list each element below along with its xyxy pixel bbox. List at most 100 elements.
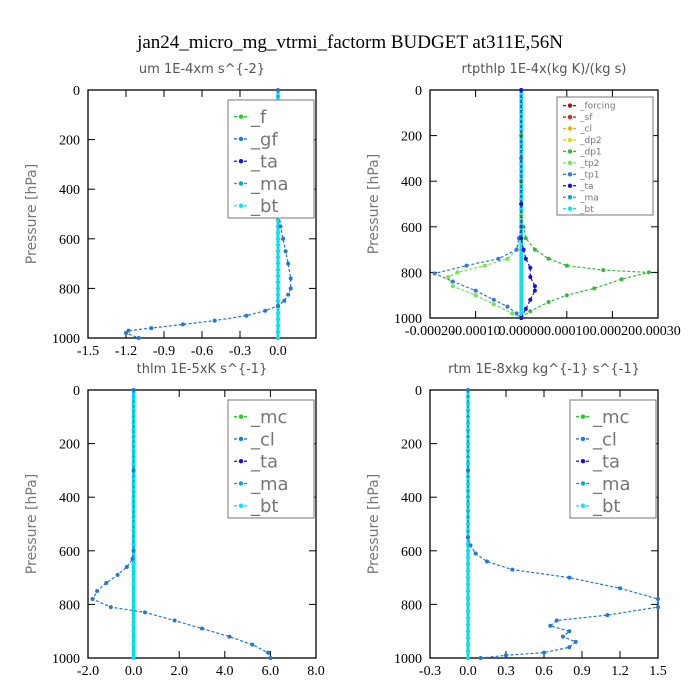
- x-tick-label: -0.00010: [451, 324, 501, 339]
- legend-marker: [238, 436, 244, 442]
- legend-marker: [580, 459, 586, 464]
- data-point: [276, 230, 280, 235]
- data-point: [592, 286, 597, 291]
- legend-entry: _sf: [579, 113, 593, 123]
- y-tick-label: 600: [401, 221, 422, 236]
- data-point: [276, 261, 280, 266]
- series-cl: [90, 388, 273, 660]
- legend-marker: [567, 149, 573, 154]
- data-point: [227, 634, 232, 639]
- legend-entry: _ta: [250, 452, 278, 473]
- data-point: [464, 263, 469, 268]
- y-tick-label: 0: [73, 84, 80, 99]
- data-point: [131, 468, 136, 473]
- data-point: [519, 116, 523, 121]
- y-tick-label: 200: [401, 438, 422, 453]
- data-point: [466, 595, 470, 600]
- legend-entry: _bt: [579, 205, 594, 215]
- figure-title: jan24_micro_mg_vtrmi_factorm BUDGET at31…: [136, 32, 563, 53]
- data-point: [466, 609, 470, 613]
- data-point: [466, 589, 470, 593]
- y-tick-label: 600: [59, 545, 80, 560]
- data-point: [181, 322, 185, 327]
- legend-marker: [238, 459, 244, 464]
- data-point: [519, 310, 523, 315]
- data-point: [528, 265, 533, 270]
- x-tick-label: 4.0: [216, 664, 234, 679]
- data-point: [104, 581, 109, 585]
- legend-entry: _mc: [592, 407, 629, 428]
- data-point: [283, 249, 288, 254]
- legend-marker: [238, 481, 244, 486]
- data-point: [131, 642, 136, 647]
- data-point: [90, 597, 95, 601]
- panel-2: rtpthlp 1E-4x(kg K)/(kg s) Pressure [hPa]…: [366, 62, 681, 339]
- x-tick-label: -0.00020: [405, 324, 455, 339]
- x-tick-label: -1.5: [77, 344, 99, 359]
- data-point: [466, 549, 470, 553]
- data-point: [282, 298, 287, 303]
- data-point: [288, 276, 293, 281]
- x-tick-label: 0.3: [497, 664, 515, 679]
- legend-entry: _cl: [250, 429, 275, 450]
- y-tick-label: 800: [401, 598, 422, 613]
- data-point: [124, 564, 129, 569]
- data-point: [466, 421, 470, 426]
- data-point: [514, 247, 519, 252]
- x-tick-label: -0.9: [153, 344, 175, 359]
- x-tick-label: 0.9: [573, 664, 591, 679]
- panel-subtitle: thlm 1E-5xK s^{-1}: [137, 362, 268, 377]
- data-point: [519, 162, 523, 166]
- data-point: [466, 649, 470, 654]
- data-point: [510, 311, 515, 316]
- data-point: [276, 255, 280, 260]
- data-point: [496, 256, 501, 261]
- data-point: [505, 304, 510, 309]
- series-tp1: [432, 88, 524, 320]
- data-point: [510, 567, 515, 572]
- x-tick-label: -2.0: [77, 664, 99, 679]
- data-point: [250, 642, 255, 647]
- data-point: [276, 317, 280, 322]
- data-point: [288, 286, 293, 291]
- y-tick-label: 800: [59, 282, 80, 297]
- data-point: [276, 292, 280, 297]
- data-point: [491, 297, 496, 302]
- legend-marker: [238, 503, 244, 508]
- data-point: [281, 236, 286, 241]
- legend-marker: [580, 436, 586, 442]
- legend-entry: _gf: [250, 129, 278, 150]
- data-point: [466, 468, 470, 473]
- data-point: [519, 156, 524, 161]
- series-bt: [466, 388, 470, 660]
- data-point: [131, 575, 136, 580]
- legend-box: [569, 399, 657, 519]
- data-point: [521, 247, 526, 252]
- data-point: [466, 582, 470, 587]
- data-point: [567, 645, 572, 650]
- data-point: [108, 605, 113, 610]
- x-tick-label: 0.0: [125, 664, 143, 679]
- series-line: [520, 90, 536, 319]
- series-line: [447, 90, 522, 319]
- data-point: [485, 559, 489, 564]
- legend-entry: _dp2: [579, 136, 602, 146]
- legend-entry: _dp1: [579, 148, 602, 158]
- legend-marker: [238, 114, 244, 119]
- data-point: [532, 288, 537, 293]
- data-point: [131, 502, 136, 506]
- data-point: [466, 569, 470, 573]
- legend: _forcing_sf _cl_dp2 _dp1_tp2_tp1 _ta_ma _bt: [556, 96, 654, 216]
- data-point: [573, 639, 578, 644]
- x-tick-label: 1.5: [649, 664, 667, 679]
- data-point: [519, 299, 523, 303]
- data-point: [519, 207, 523, 212]
- data-point: [131, 589, 136, 593]
- data-point: [519, 122, 523, 126]
- data-point: [466, 555, 470, 560]
- data-point: [432, 271, 437, 276]
- data-point: [532, 284, 537, 289]
- y-tick-label: 400: [59, 183, 80, 198]
- data-point: [519, 270, 523, 275]
- data-point: [276, 280, 280, 285]
